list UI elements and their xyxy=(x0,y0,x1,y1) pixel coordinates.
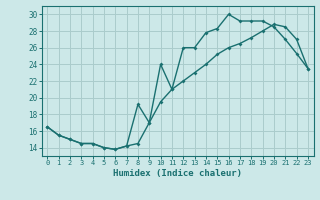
X-axis label: Humidex (Indice chaleur): Humidex (Indice chaleur) xyxy=(113,169,242,178)
